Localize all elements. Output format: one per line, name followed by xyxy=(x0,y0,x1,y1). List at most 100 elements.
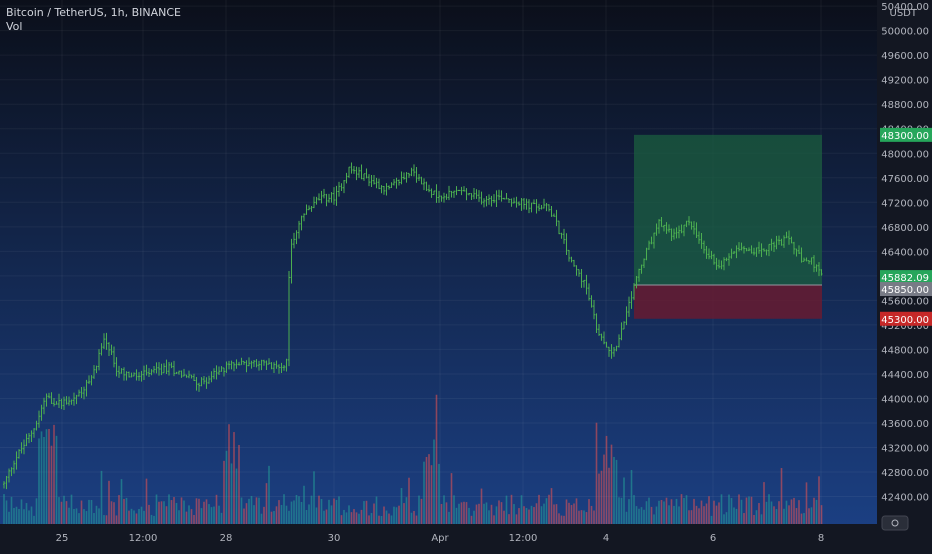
volume-bar xyxy=(250,495,253,524)
target-price-tag-text: 48300.00 xyxy=(881,131,929,142)
price-tick-label: 45600.00 xyxy=(881,296,929,307)
candle xyxy=(818,262,820,277)
volume-bar xyxy=(58,497,60,524)
volume-legend-label[interactable]: Vol xyxy=(6,20,23,33)
volume-bar xyxy=(648,497,650,524)
time-tick-label: 8 xyxy=(818,533,824,544)
candle xyxy=(683,224,685,237)
candle xyxy=(203,376,205,385)
volume-bar xyxy=(765,501,768,524)
time-axis[interactable] xyxy=(0,524,877,550)
volume-bar xyxy=(743,513,745,524)
candle xyxy=(163,363,165,374)
candle xyxy=(115,357,118,377)
candle xyxy=(658,219,660,234)
volume-bar xyxy=(163,501,165,524)
candle xyxy=(550,206,553,217)
candle xyxy=(15,451,18,470)
candle xyxy=(470,192,473,201)
volume-bar xyxy=(713,500,715,524)
candle xyxy=(265,360,268,370)
volume-bar xyxy=(200,508,203,524)
current-price-tag-text: 45882.09 xyxy=(881,273,929,284)
volume-bar xyxy=(788,505,790,524)
volume-bar xyxy=(25,503,28,524)
candle xyxy=(153,366,155,374)
volume-bar xyxy=(658,500,660,524)
candle xyxy=(170,362,173,369)
volume-bar xyxy=(298,496,300,524)
candle xyxy=(400,171,403,185)
volume-bar xyxy=(798,500,800,524)
volume-bar xyxy=(715,505,718,524)
candle xyxy=(43,397,45,415)
volume-bar xyxy=(103,515,105,524)
candle xyxy=(283,364,285,371)
candle xyxy=(128,371,130,378)
entry-price-tag xyxy=(880,282,932,297)
volume-bar xyxy=(353,509,355,524)
candle xyxy=(665,222,668,234)
volume-bar xyxy=(773,506,775,524)
long-position-tool[interactable] xyxy=(634,134,822,319)
candle xyxy=(253,360,255,368)
volume-bar xyxy=(793,497,795,524)
candle xyxy=(120,368,123,374)
volume-bar xyxy=(573,503,575,524)
candle xyxy=(268,358,270,365)
volume-bar xyxy=(408,477,410,524)
volume-bar xyxy=(550,488,553,524)
candle xyxy=(223,367,225,377)
volume-bar xyxy=(235,468,238,524)
candle xyxy=(435,184,438,203)
candle xyxy=(785,231,788,239)
volume-bar xyxy=(158,501,160,524)
candle xyxy=(813,255,815,273)
candle xyxy=(738,242,740,252)
candle xyxy=(490,195,493,207)
candle xyxy=(430,188,433,198)
volume-bar xyxy=(625,511,628,524)
volume-bar xyxy=(225,450,228,524)
candle xyxy=(110,344,113,355)
volume-bar xyxy=(533,507,535,524)
volume-bar xyxy=(305,510,308,524)
volume-bar xyxy=(483,503,485,524)
candle xyxy=(493,194,495,204)
candle xyxy=(668,224,670,233)
volume-bar xyxy=(128,510,130,524)
candle xyxy=(718,259,720,269)
symbol-title[interactable]: Bitcoin / TetherUS, 1h, BINANCE xyxy=(6,6,182,19)
volume-bar xyxy=(273,511,275,524)
candle xyxy=(323,188,325,199)
candle xyxy=(480,191,483,205)
volume-bar xyxy=(478,503,480,524)
volume-bar xyxy=(728,494,730,524)
volume-bar xyxy=(295,494,298,524)
candle xyxy=(698,231,700,244)
candle xyxy=(448,185,450,201)
candle xyxy=(520,197,523,211)
volume-bar xyxy=(538,494,540,524)
candle xyxy=(605,341,608,348)
volume-bar xyxy=(300,501,303,524)
volume-bar xyxy=(325,509,328,524)
candle xyxy=(398,179,400,186)
volume-bar xyxy=(565,499,568,524)
candle xyxy=(473,188,475,200)
settings-icon[interactable] xyxy=(881,515,909,531)
candle xyxy=(160,363,163,376)
candle xyxy=(685,220,688,228)
volume-bar xyxy=(355,512,358,524)
volume-bar xyxy=(525,507,528,524)
volume-bar xyxy=(475,504,478,524)
candle xyxy=(720,260,723,270)
volume-bar xyxy=(108,480,110,524)
candle xyxy=(8,468,10,483)
volume-bar xyxy=(63,495,65,524)
candle xyxy=(393,178,395,186)
candle xyxy=(780,238,783,246)
candle xyxy=(700,233,703,249)
